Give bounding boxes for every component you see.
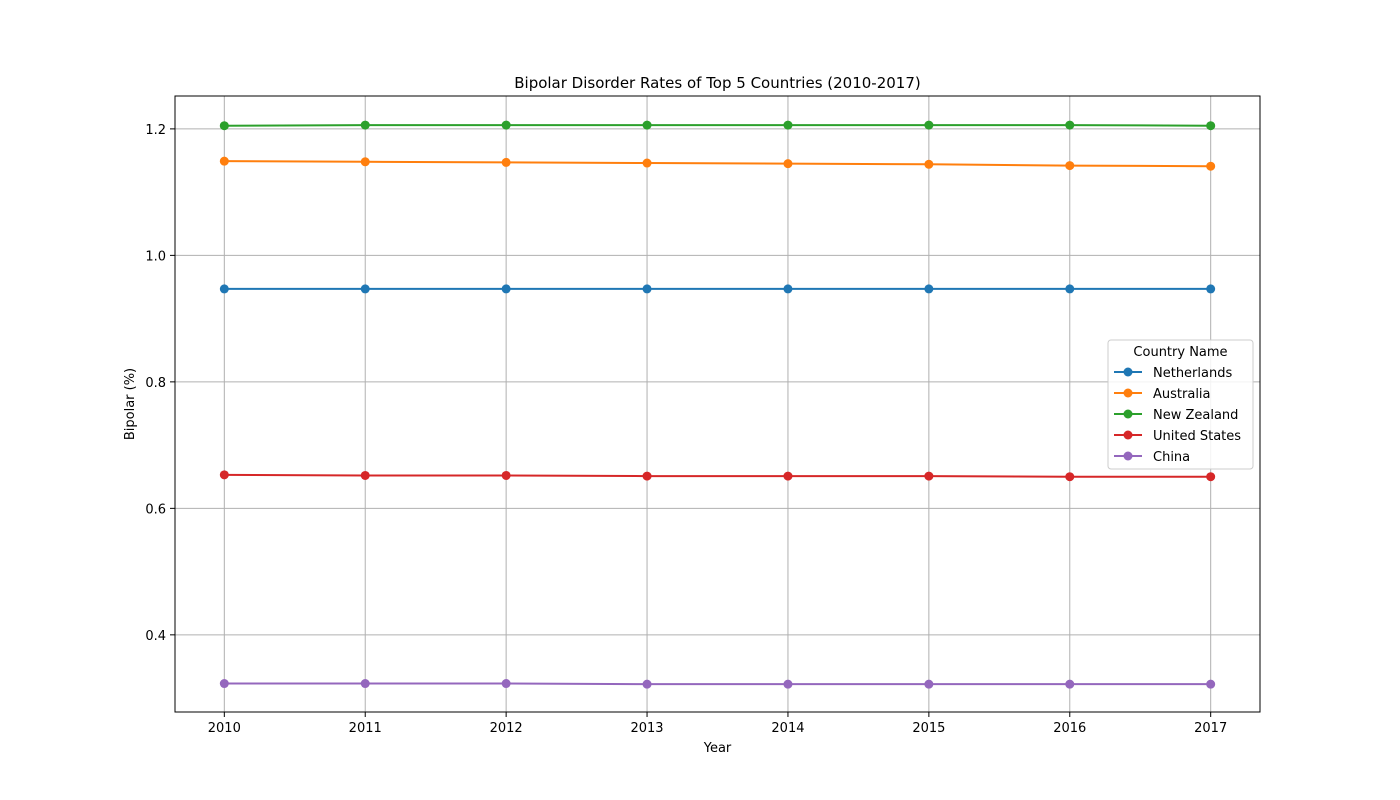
grid-lines (175, 96, 1260, 712)
data-point-china (642, 679, 652, 689)
legend-item-australia: Australia (1114, 387, 1211, 402)
x-axis: 2010 2011 2012 2013 2014 2015 2016 2017 (208, 712, 1227, 736)
data-point-netherlands (924, 284, 934, 294)
data-point-united-states (1065, 472, 1075, 482)
series-united-states (219, 470, 1216, 482)
x-tick-label: 2013 (630, 721, 663, 736)
data-point-netherlands (783, 284, 793, 294)
data-point-new-zealand (360, 120, 370, 130)
data-point-netherlands (1065, 284, 1075, 294)
legend-label: New Zealand (1153, 408, 1238, 423)
data-point-united-states (360, 470, 370, 480)
plot-area (174, 95, 1261, 713)
x-axis-label: Year (703, 741, 732, 756)
series-line-new-zealand (224, 124, 1211, 127)
legend-title: Country Name (1133, 345, 1227, 360)
data-point-new-zealand (642, 120, 652, 130)
data-point-australia (360, 157, 370, 167)
y-axis: 0.4 0.6 0.8 1.0 1.2 (145, 123, 175, 644)
series-line-australia (224, 160, 1211, 168)
x-tick-label: 2016 (1053, 721, 1086, 736)
data-point-china (1065, 679, 1075, 689)
series-layer (219, 120, 1216, 689)
legend-label: Netherlands (1153, 366, 1232, 381)
data-point-australia (642, 158, 652, 168)
y-tick-label: 1.2 (145, 123, 166, 138)
legend-item-united-states: United States (1114, 429, 1241, 444)
x-tick-label: 2011 (349, 721, 382, 736)
series-line-china (224, 682, 1211, 686)
legend-item-china: China (1114, 450, 1190, 465)
data-point-australia (1065, 161, 1075, 171)
legend-marker (1123, 451, 1133, 461)
data-point-new-zealand (1065, 120, 1075, 130)
data-point-united-states (924, 471, 934, 481)
data-point-new-zealand (1206, 121, 1216, 131)
data-point-united-states (783, 471, 793, 481)
data-point-new-zealand (219, 121, 229, 131)
y-tick-label: 1.0 (145, 249, 166, 264)
legend-item-netherlands: Netherlands (1114, 366, 1232, 381)
data-point-china (924, 679, 934, 689)
legend-marker (1123, 430, 1133, 440)
series-new-zealand (219, 120, 1216, 131)
x-tick-label: 2010 (208, 721, 241, 736)
x-tick-label: 2012 (490, 721, 523, 736)
data-point-australia (924, 159, 934, 169)
data-point-united-states (501, 470, 511, 480)
data-point-china (360, 679, 370, 689)
data-point-new-zealand (924, 120, 934, 130)
series-australia (219, 156, 1216, 171)
data-point-new-zealand (501, 120, 511, 130)
data-point-china (219, 679, 229, 689)
chart-title: Bipolar Disorder Rates of Top 5 Countrie… (514, 74, 921, 92)
data-point-united-states (219, 470, 229, 480)
data-point-new-zealand (783, 120, 793, 130)
y-axis-label: Bipolar (%) (123, 368, 138, 440)
legend-items: Netherlands Australia New Zealand United St… (1114, 366, 1241, 465)
y-tick-label: 0.8 (145, 376, 166, 391)
series-line-united-states (224, 473, 1211, 478)
data-point-australia (1206, 161, 1216, 171)
legend-label: China (1153, 450, 1190, 465)
data-point-china (1206, 679, 1216, 689)
data-point-australia (501, 157, 511, 167)
data-point-china (783, 679, 793, 689)
series-china (219, 679, 1216, 689)
legend-marker (1123, 388, 1133, 398)
data-point-united-states (642, 471, 652, 481)
data-point-china (501, 679, 511, 689)
legend-item-new-zealand: New Zealand (1114, 408, 1238, 423)
x-tick-label: 2014 (771, 721, 804, 736)
data-point-united-states (1206, 472, 1216, 482)
legend-marker (1123, 409, 1133, 419)
data-point-netherlands (219, 284, 229, 294)
axes-frame (174, 95, 1261, 713)
data-point-netherlands (642, 284, 652, 294)
series-netherlands (219, 284, 1216, 294)
legend-box (1107, 339, 1254, 470)
data-point-netherlands (1206, 284, 1216, 294)
data-point-australia (219, 156, 229, 166)
x-tick-label: 2015 (912, 721, 945, 736)
y-tick-label: 0.6 (145, 502, 166, 517)
legend-label: United States (1153, 429, 1241, 444)
legend-marker (1123, 367, 1133, 377)
y-tick-label: 0.4 (145, 629, 166, 644)
data-point-australia (783, 159, 793, 169)
x-tick-label: 2017 (1194, 721, 1227, 736)
legend: Country Name Netherlands Australia New Zea… (1107, 339, 1254, 470)
data-point-netherlands (360, 284, 370, 294)
data-point-netherlands (501, 284, 511, 294)
legend-label: Australia (1153, 387, 1211, 402)
